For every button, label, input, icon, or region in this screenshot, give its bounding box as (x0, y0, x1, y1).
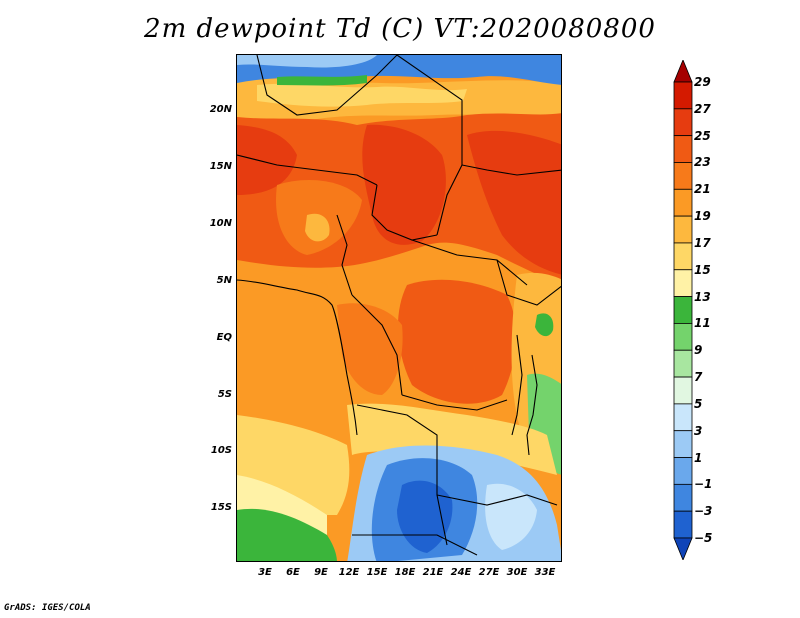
lon-label-24e: 24E (450, 567, 472, 578)
lat-label-eq: EQ (216, 332, 232, 343)
field-north-light (237, 55, 377, 68)
border-nigeria-cameroon (336, 214, 353, 296)
credit-text: GrADS: IGES/COLA (4, 603, 91, 613)
colorbar-label: 19 (694, 209, 711, 224)
border-chad-south (371, 184, 438, 241)
colorbar-label: 1 (694, 450, 703, 465)
border-lake-tanganyika (526, 354, 538, 456)
map-title: 2m dewpoint Td (C) VT:2020080800 (144, 14, 656, 44)
colorbar-segment (673, 457, 693, 485)
colorbar-segment (673, 162, 693, 190)
border-lakes (511, 334, 523, 436)
colorbar (673, 60, 693, 560)
field-ethiopia-green (535, 313, 554, 337)
lon-label-6e: 6E (286, 567, 300, 578)
colorbar-label: −1 (694, 477, 713, 492)
colorbar-label: 17 (694, 235, 711, 250)
colorbar-segment (673, 135, 693, 163)
border-algeria (256, 55, 398, 116)
colorbar-segment (673, 376, 693, 405)
field-chad-core (362, 124, 446, 245)
colorbar-label: 11 (694, 316, 711, 331)
lon-label-27e: 27E (478, 567, 500, 578)
colorbar-segment (673, 215, 693, 244)
field-mali-core (237, 125, 297, 195)
border-drc-south (401, 394, 508, 411)
colorbar-segment (673, 296, 693, 324)
lat-label-5n: 5N (216, 275, 232, 286)
colorbar-segment (673, 242, 693, 271)
colorbar-segments (673, 60, 693, 560)
colorbar-segment (673, 510, 693, 539)
field-congo (397, 279, 517, 404)
border-angola (356, 404, 448, 546)
lat-label-15n: 15N (209, 161, 232, 172)
colorbar-label: 3 (694, 423, 703, 438)
colorbar-segment-top (673, 60, 693, 83)
colorbar-label: 27 (694, 101, 711, 116)
border-south-sudan (496, 259, 561, 306)
colorbar-segment (673, 188, 693, 217)
colorbar-segment (673, 323, 693, 351)
colorbar-segment (673, 81, 693, 110)
colorbar-segment (673, 403, 693, 432)
lon-label-12e: 12E (338, 567, 360, 578)
field-nigeria-light (305, 213, 330, 242)
lon-label-3e: 3E (258, 567, 272, 578)
lon-label-21e: 21E (422, 567, 444, 578)
lon-label-30e: 30E (506, 567, 528, 578)
lat-label-15s: 15S (210, 502, 232, 513)
border-congo (351, 294, 403, 396)
colorbar-segment (673, 349, 693, 378)
border-lines (237, 55, 561, 556)
dewpoint-map (236, 54, 562, 562)
lat-label-5s: 5S (217, 389, 232, 400)
lon-label-9e: 9E (314, 567, 328, 578)
colorbar-label: −3 (694, 504, 713, 519)
colorbar-segment (673, 269, 693, 297)
lat-label-20n: 20N (209, 104, 232, 115)
map-field (237, 55, 561, 561)
field-sudan-core (467, 130, 561, 275)
colorbar-segment (673, 483, 693, 512)
colorbar-label: 13 (694, 289, 711, 304)
field-sahara-yellow (257, 83, 467, 107)
colorbar-label: 23 (694, 155, 711, 170)
field-zambia-light (485, 483, 537, 550)
field-gabon (337, 303, 403, 395)
border-zambia (436, 494, 558, 506)
border-niger (237, 154, 378, 186)
colorbar-label: 29 (694, 75, 711, 89)
colorbar-segment (673, 430, 693, 458)
colorbar-label: 5 (694, 396, 703, 411)
coast-west (237, 279, 358, 436)
lon-label-33e: 33E (534, 567, 556, 578)
field-angola-yellow (347, 403, 557, 475)
colorbar-label: −5 (694, 531, 713, 545)
field-namibia-coast-green (237, 508, 337, 561)
field-gulf (237, 265, 357, 455)
colorbar-label: 15 (694, 262, 711, 277)
lon-label-15e: 15E (366, 567, 388, 578)
colorbar-label: 25 (694, 128, 711, 143)
lat-label-10s: 10S (210, 445, 232, 456)
colorbar-label: 7 (694, 370, 703, 385)
lat-label-10n: 10N (209, 218, 232, 229)
field-north-green (277, 75, 367, 86)
colorbar-segment (673, 108, 693, 137)
lon-label-18e: 18E (394, 567, 416, 578)
colorbar-segment-bottom (673, 537, 693, 560)
border-car (411, 239, 528, 286)
colorbar-label: 21 (694, 182, 711, 197)
border-egypt-sudan (461, 164, 561, 176)
border-namibia (352, 534, 478, 556)
colorbar-label: 9 (694, 343, 703, 358)
